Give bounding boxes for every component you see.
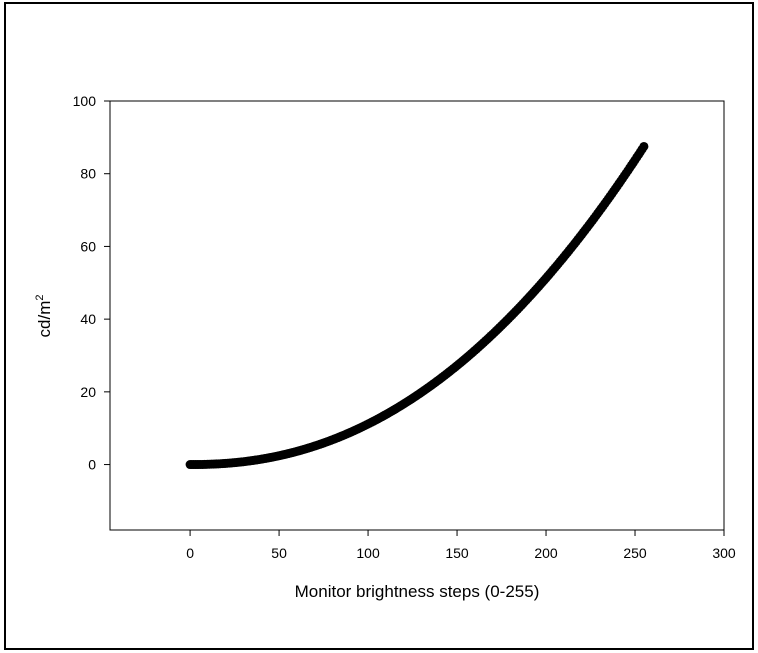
chart-frame [4, 2, 754, 650]
x-tick-label: 300 [712, 545, 736, 561]
y-tick-label: 60 [80, 238, 96, 254]
data-points [185, 141, 649, 470]
y-axis-label-superscript: 2 [34, 295, 46, 301]
x-tick-label: 50 [271, 545, 287, 561]
plot-area [109, 100, 725, 531]
y-tick-label: 40 [80, 311, 96, 327]
x-tick-label: 250 [623, 545, 647, 561]
y-tick-label: 100 [73, 93, 97, 109]
y-tick-label: 0 [88, 457, 96, 473]
x-tick-label: 200 [534, 545, 558, 561]
y-tick-label: 20 [80, 384, 96, 400]
y-axis-label-text: cd/m [35, 301, 54, 338]
y-axis-label: cd/m2 [34, 295, 54, 338]
x-tick-label: 150 [445, 545, 469, 561]
x-axis-label: Monitor brightness steps (0-255) [295, 582, 540, 601]
x-tick-label: 0 [186, 545, 194, 561]
x-tick-label: 100 [356, 545, 380, 561]
y-axis-ticks: 0 20 40 60 80 100 [73, 93, 110, 473]
y-tick-label: 80 [80, 166, 96, 182]
data-point [639, 141, 649, 151]
x-axis-ticks: 0 50 100 150 200 250 300 [186, 530, 736, 561]
